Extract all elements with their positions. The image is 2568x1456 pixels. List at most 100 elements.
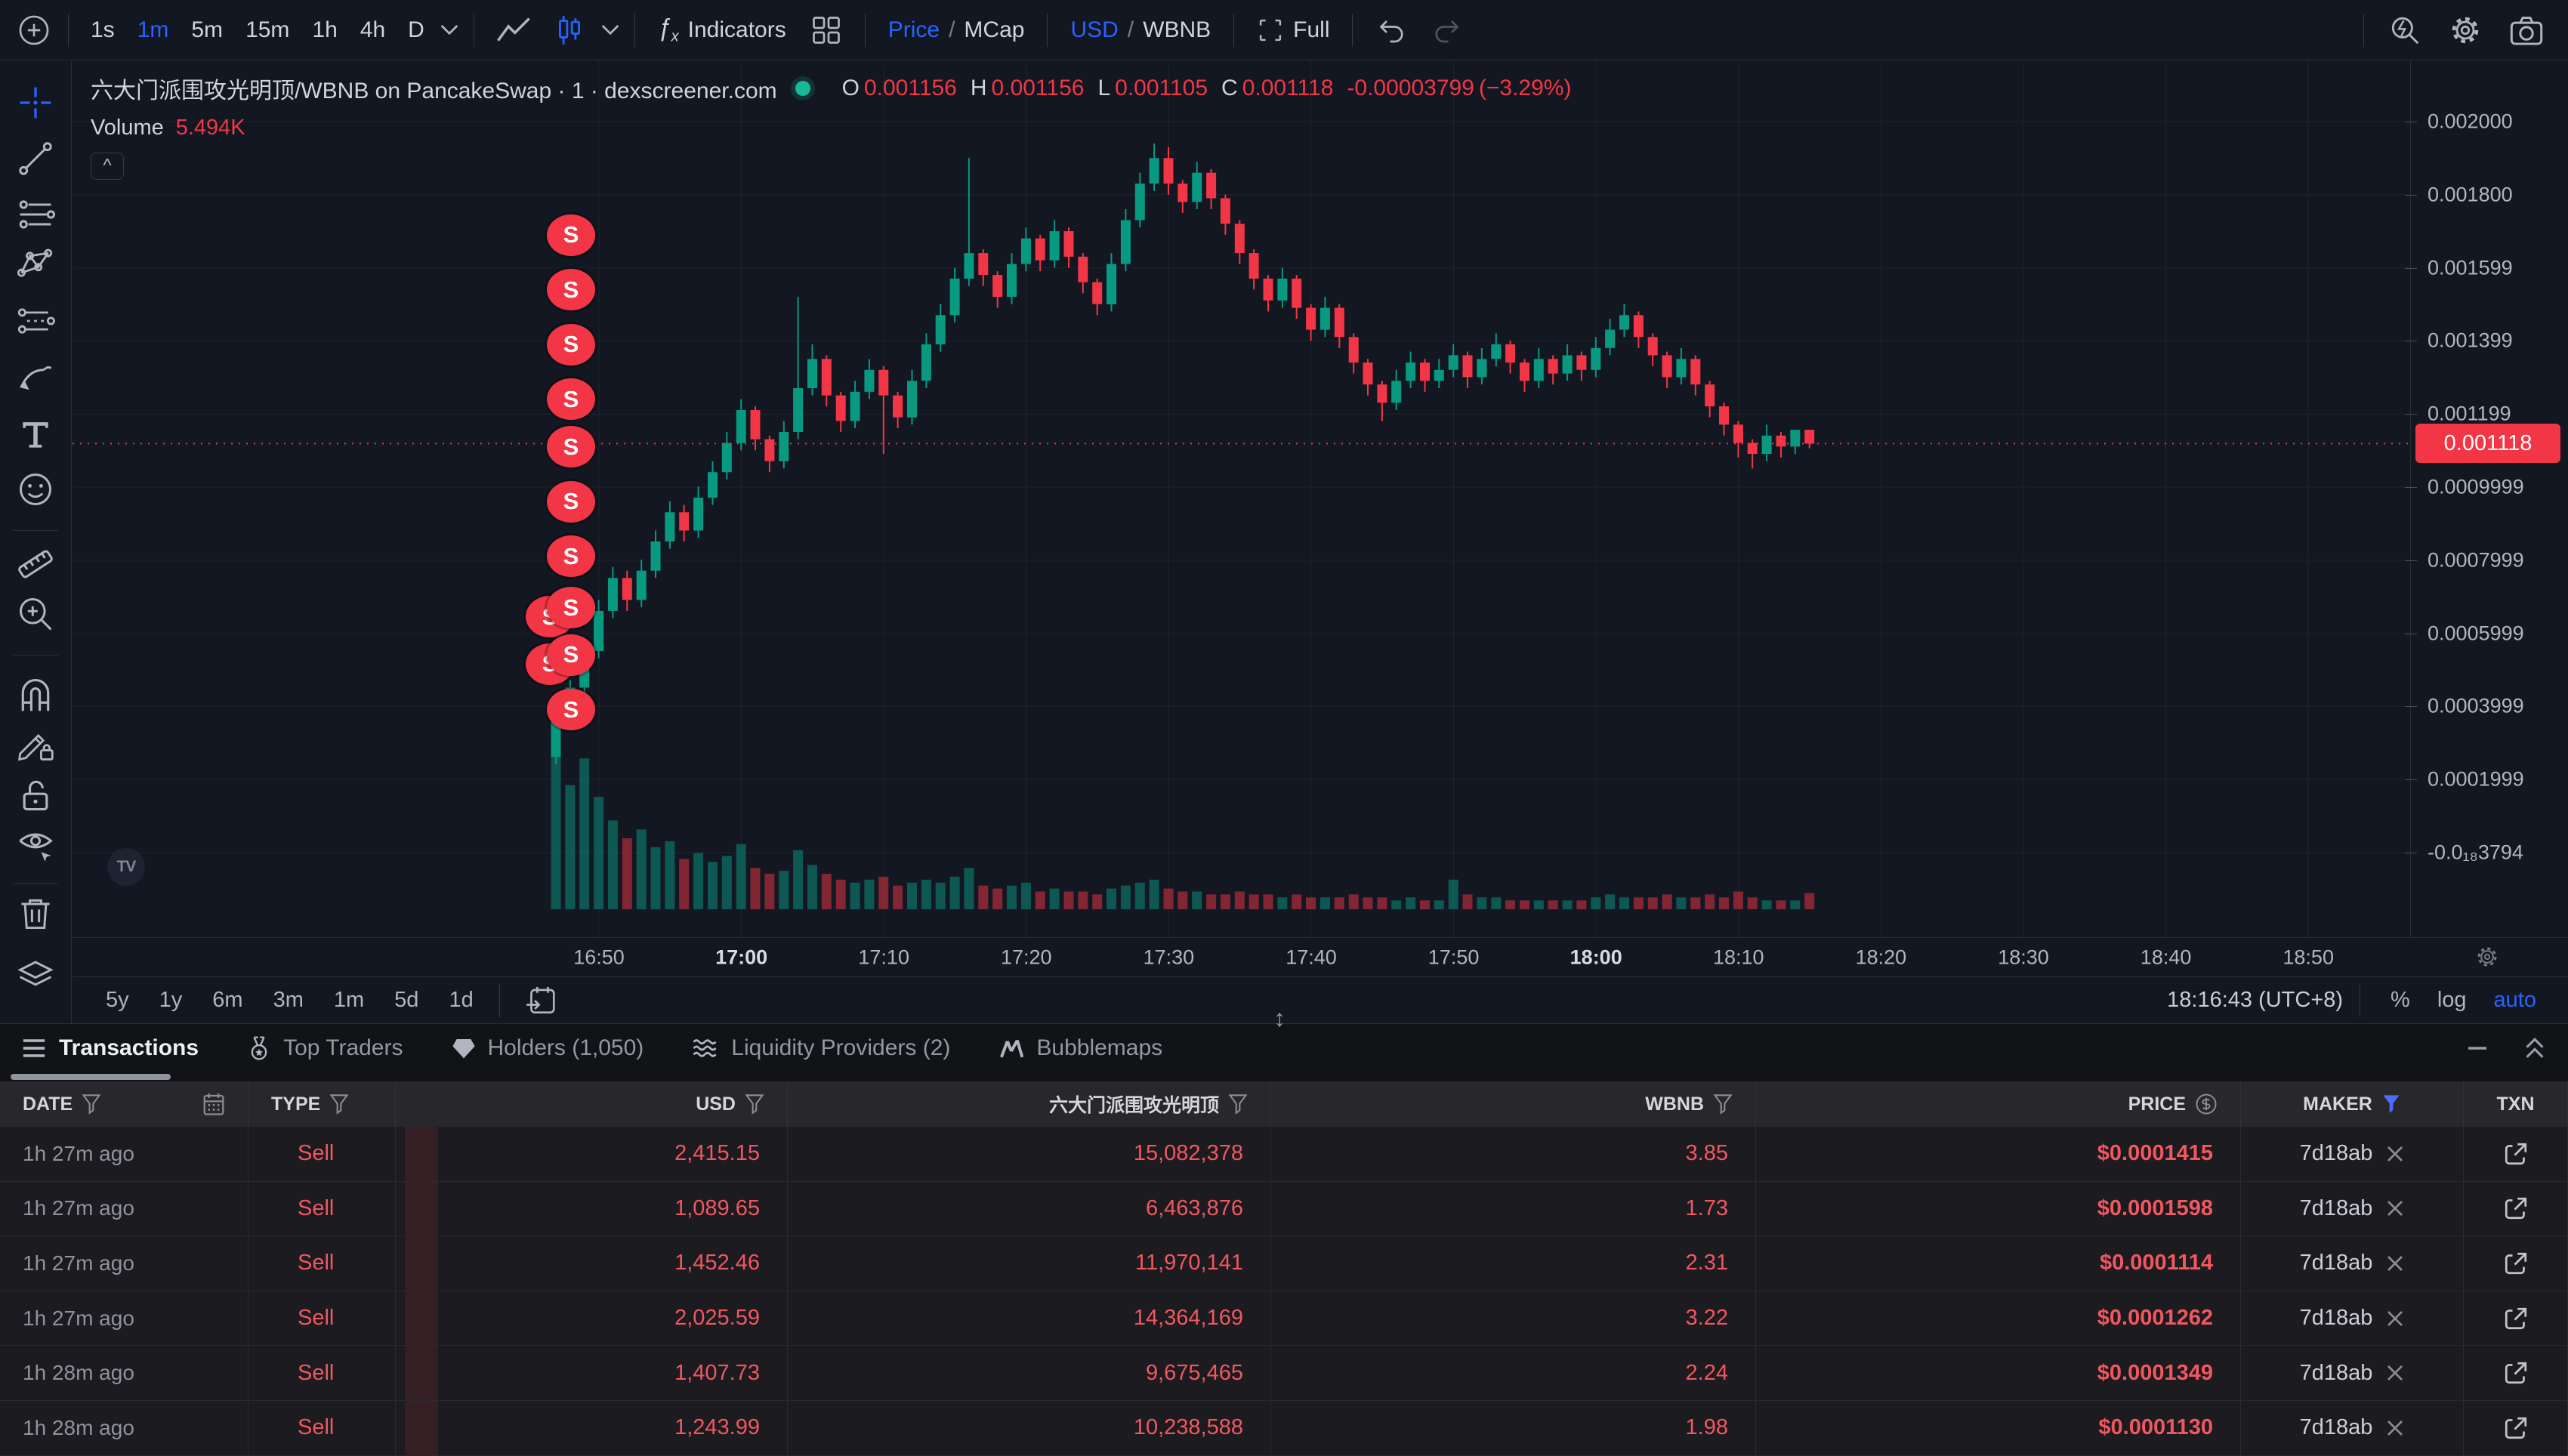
sell-marker[interactable]: S xyxy=(547,378,595,421)
tab-top-traders[interactable]: Top Traders xyxy=(247,1035,403,1061)
table-row[interactable]: 1h 27m ago Sell 2,025.59 14,364,169 3.22 $0.0… xyxy=(0,1291,2568,1346)
range-6m[interactable]: 6m xyxy=(197,982,258,1019)
open-transaction-icon[interactable] xyxy=(2502,1250,2529,1277)
legend-expander-button[interactable]: ^ xyxy=(91,153,124,180)
tab-liquidity-providers-2-[interactable]: Liquidity Providers (2) xyxy=(692,1035,950,1061)
scale-log[interactable]: log xyxy=(2424,982,2480,1019)
settings-gear-icon[interactable] xyxy=(2435,14,2495,47)
maker-address[interactable]: 7d18ab xyxy=(2299,1415,2373,1440)
range-5y[interactable]: 5y xyxy=(91,982,144,1019)
chart-style-chevron-down-icon[interactable] xyxy=(601,24,619,36)
timeframe-1m[interactable]: 1m xyxy=(126,8,181,52)
sell-marker[interactable]: S xyxy=(547,535,595,578)
column-header-六大门派围攻光明顶[interactable]: 六大门派围攻光明顶 xyxy=(788,1081,1271,1127)
filter-icon[interactable] xyxy=(1228,1094,1248,1115)
trend-line-tool-icon[interactable] xyxy=(16,139,55,178)
tab-bubblemaps[interactable]: Bubblemaps xyxy=(998,1035,1162,1061)
active-tab-indicator[interactable] xyxy=(11,1074,171,1080)
usd-wbnb-toggle[interactable]: USD / WBNB xyxy=(1058,8,1223,52)
sell-marker[interactable]: S xyxy=(547,323,595,366)
price-mcap-toggle[interactable]: Price / MCap xyxy=(876,8,1037,52)
filter-icon[interactable] xyxy=(745,1094,764,1115)
text-tool-icon[interactable] xyxy=(16,414,55,453)
time-axis[interactable]: 16:50 17:00 17:10 17:20 17:30 17:40 17:50 18:00… xyxy=(73,937,2568,976)
drawing-mode-lock-icon[interactable] xyxy=(16,726,55,765)
filter-icon[interactable] xyxy=(82,1094,101,1115)
camera-snapshot-icon[interactable] xyxy=(2495,14,2557,47)
scale-percent[interactable]: % xyxy=(2377,982,2424,1019)
column-header-type[interactable]: TYPE xyxy=(248,1081,396,1127)
emoji-tool-icon[interactable] xyxy=(16,470,55,509)
sell-marker[interactable]: S xyxy=(547,689,595,731)
scale-auto[interactable]: auto xyxy=(2480,982,2550,1019)
projection-tool-icon[interactable] xyxy=(16,301,55,341)
timeframe-5m[interactable]: 5m xyxy=(180,8,234,52)
hide-drawings-eye-icon[interactable] xyxy=(16,825,55,865)
quick-search-icon[interactable] xyxy=(2375,14,2435,47)
remove-objects-trash-icon[interactable] xyxy=(16,894,55,933)
timeframes-chevron-down-icon[interactable] xyxy=(440,24,458,36)
table-row[interactable]: 1h 27m ago Sell 1,089.65 6,463,876 1.73 $0.00… xyxy=(0,1181,2568,1237)
sell-marker[interactable]: S xyxy=(547,634,595,676)
table-row[interactable]: 1h 28m ago Sell 1,243.99 10,238,588 1.98 $0.0… xyxy=(0,1400,2568,1456)
pattern-xabcd-tool-icon[interactable] xyxy=(16,245,55,284)
calendar-icon[interactable] xyxy=(202,1092,225,1116)
ruler-tool-icon[interactable] xyxy=(16,544,55,584)
maker-address[interactable]: 7d18ab xyxy=(2299,1306,2373,1331)
maker-address[interactable]: 7d18ab xyxy=(2299,1360,2373,1385)
table-row[interactable]: 1h 27m ago Sell 1,452.46 11,970,141 2.31 $0.0… xyxy=(0,1236,2568,1291)
brush-tool-icon[interactable] xyxy=(16,357,55,396)
expand-panel-icon[interactable] xyxy=(2523,1035,2547,1061)
candlestick-plot[interactable] xyxy=(73,61,2568,937)
table-row[interactable]: 1h 27m ago Sell 2,415.15 15,082,378 3.85 $0.0… xyxy=(0,1127,2568,1182)
tab-transactions[interactable]: Transactions xyxy=(21,1035,199,1061)
table-row[interactable]: 1h 28m ago Sell 1,407.73 9,675,465 2.24 $0.00… xyxy=(0,1346,2568,1401)
sell-marker[interactable]: S xyxy=(547,269,595,311)
sell-marker[interactable]: S xyxy=(547,480,595,523)
timeframe-4h[interactable]: 4h xyxy=(349,8,397,52)
open-transaction-icon[interactable] xyxy=(2502,1414,2529,1442)
filter-icon[interactable] xyxy=(329,1094,349,1115)
sell-marker[interactable]: S xyxy=(547,214,595,256)
maker-address[interactable]: 7d18ab xyxy=(2299,1251,2373,1276)
maker-address[interactable]: 7d18ab xyxy=(2299,1195,2373,1220)
range-1d[interactable]: 1d xyxy=(434,982,488,1019)
add-symbol-icon[interactable] xyxy=(17,13,51,48)
sell-marker[interactable]: S xyxy=(547,426,595,468)
column-header-price[interactable]: PRICE xyxy=(1756,1081,2241,1127)
filter-icon[interactable] xyxy=(1713,1094,1733,1115)
object-tree-layers-icon[interactable] xyxy=(16,953,55,992)
maker-address[interactable]: 7d18ab xyxy=(2299,1141,2373,1166)
undo-icon[interactable] xyxy=(1363,14,1419,46)
range-5d[interactable]: 5d xyxy=(379,982,434,1019)
range-1m[interactable]: 1m xyxy=(319,982,379,1019)
filter-out-maker-icon[interactable] xyxy=(2386,1419,2404,1437)
gann-lines-tool-icon[interactable] xyxy=(16,195,55,234)
layout-grid-icon[interactable] xyxy=(798,14,854,46)
column-header-date[interactable]: DATE xyxy=(0,1081,248,1127)
open-transaction-icon[interactable] xyxy=(2502,1195,2529,1222)
coin-icon[interactable] xyxy=(2195,1093,2218,1115)
column-header-wbnb[interactable]: WBNB xyxy=(1271,1081,1756,1127)
filter-out-maker-icon[interactable] xyxy=(2386,1309,2404,1328)
clock-timezone[interactable]: 18:16:43 (UTC+8) xyxy=(2167,988,2344,1012)
filter-out-maker-icon[interactable] xyxy=(2386,1145,2404,1163)
timeframe-1s[interactable]: 1s xyxy=(79,8,126,52)
timeframe-D[interactable]: D xyxy=(397,8,436,52)
open-transaction-icon[interactable] xyxy=(2502,1359,2529,1387)
tradingview-logo[interactable]: TV xyxy=(107,848,145,886)
chart-area[interactable]: 六大门派围攻光明顶/WBNB on PancakeSwap · 1 · dexs… xyxy=(73,61,2568,1023)
column-header-usd[interactable]: USD xyxy=(396,1081,788,1127)
magnet-tool-icon[interactable] xyxy=(16,676,55,715)
redo-icon[interactable] xyxy=(1419,14,1475,46)
filter-icon-filled[interactable] xyxy=(2381,1094,2401,1115)
lock-all-drawings-icon[interactable] xyxy=(16,776,55,815)
line-chart-style-icon[interactable] xyxy=(485,14,542,46)
zoom-in-tool-icon[interactable] xyxy=(16,594,55,634)
time-axis-settings-icon[interactable] xyxy=(2474,944,2500,973)
column-header-maker[interactable]: MAKER xyxy=(2241,1081,2464,1127)
filter-out-maker-icon[interactable] xyxy=(2386,1254,2404,1272)
tab-holders-1-050-[interactable]: Holders (1,050) xyxy=(452,1035,644,1061)
timeframe-15m[interactable]: 15m xyxy=(234,8,301,52)
filter-out-maker-icon[interactable] xyxy=(2386,1199,2404,1217)
